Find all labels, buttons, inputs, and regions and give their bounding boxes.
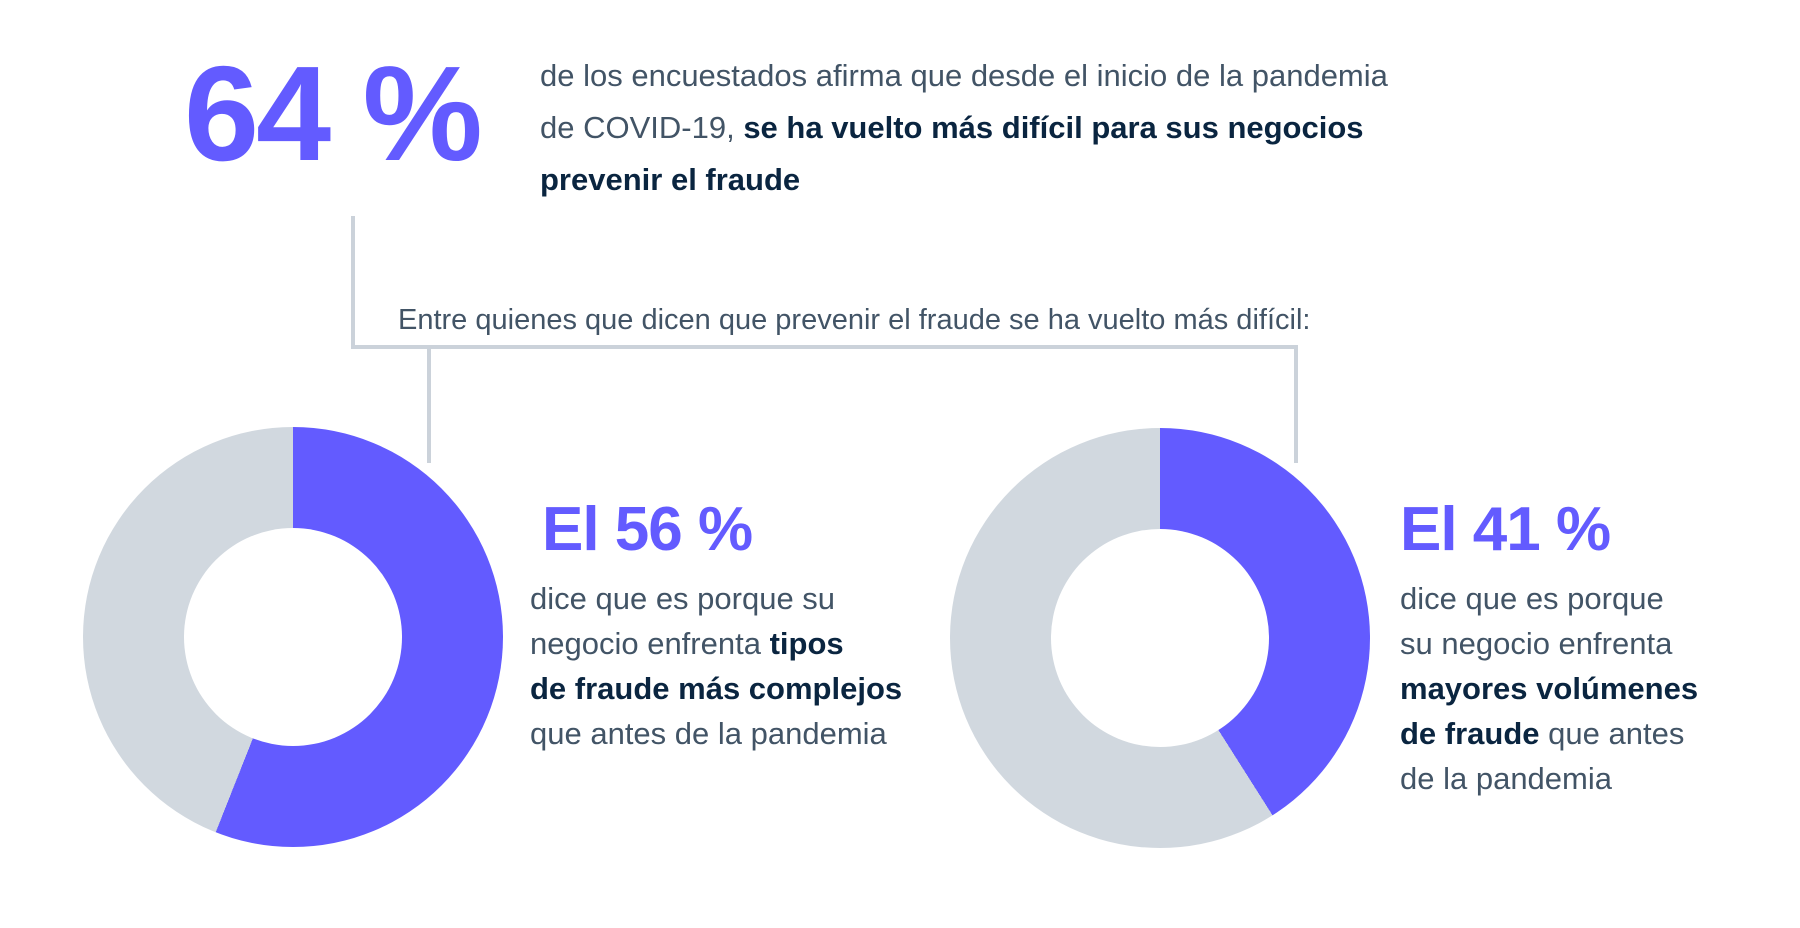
left-card-line3: de fraude más complejos	[530, 666, 902, 711]
donut-chart-56	[83, 427, 503, 847]
connector-label: Entre quienes que dicen que prevenir el …	[398, 304, 1311, 336]
right-card-line2: su negocio enfrenta	[1400, 621, 1698, 666]
left-card: El 56 % dice que es porque su negocio en…	[530, 495, 902, 756]
right-card-line4-regular: que antes	[1539, 716, 1685, 752]
right-card-stat: El 41 %	[1400, 495, 1611, 564]
right-card-line3: mayores volúmenes	[1400, 666, 1698, 711]
hero-line1-text: de los encuestados afirma que desde el i…	[540, 58, 1388, 93]
donut-hole	[1051, 529, 1269, 747]
hero-paragraph-line3: prevenir el fraude	[540, 154, 1388, 206]
left-card-line4-text: que antes de la pandemia	[530, 716, 887, 752]
left-card-line1-text: dice que es porque su	[530, 581, 836, 617]
left-card-line1: dice que es porque su	[530, 576, 902, 621]
left-card-line2: negocio enfrenta tipos	[530, 621, 902, 666]
left-card-line4: que antes de la pandemia	[530, 711, 902, 756]
right-card-line4: de fraude que antes	[1400, 711, 1698, 756]
donut-chart-41	[950, 428, 1370, 848]
connector-line-horizontal	[351, 345, 1298, 349]
hero-line2-bold: se ha vuelto más difícil para sus negoci…	[743, 110, 1364, 145]
left-card-stat: El 56 %	[542, 495, 753, 564]
right-card-line1-text: dice que es porque	[1400, 581, 1664, 617]
left-card-line2-bold: tipos	[769, 626, 844, 662]
hero-paragraph: de los encuestados afirma que desde el i…	[540, 50, 1388, 206]
right-card-line3-bold: mayores volúmenes	[1400, 671, 1699, 707]
hero-line2-regular: de COVID-19,	[540, 110, 744, 145]
connector-line-vertical-left	[427, 349, 431, 463]
left-card-line3-bold: de fraude más complejos	[530, 671, 903, 707]
connector-line-vertical-top	[351, 216, 355, 347]
left-card-line2-regular: negocio enfrenta	[530, 626, 770, 662]
right-card-line5: de la pandemia	[1400, 756, 1698, 801]
right-card-line5-text: de la pandemia	[1400, 761, 1612, 797]
hero-paragraph-line1: de los encuestados afirma que desde el i…	[540, 50, 1388, 102]
hero-line3-bold: prevenir el fraude	[540, 162, 801, 197]
connector-line-vertical-right	[1294, 349, 1298, 463]
right-card: El 41 % dice que es porque su negocio en…	[1400, 495, 1698, 801]
hero-paragraph-line2: de COVID-19, se ha vuelto más difícil pa…	[540, 102, 1388, 154]
right-card-line4-bold: de fraude	[1400, 716, 1540, 752]
right-card-line2-text: su negocio enfrenta	[1400, 626, 1673, 662]
donut-hole	[184, 528, 402, 746]
right-card-line1: dice que es porque	[1400, 576, 1698, 621]
hero-stat-64: 64 %	[184, 38, 483, 189]
